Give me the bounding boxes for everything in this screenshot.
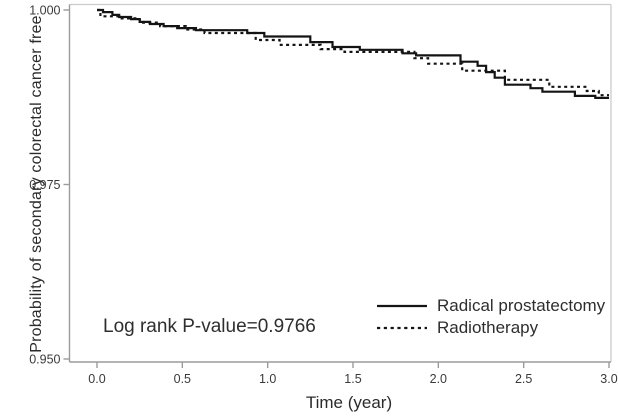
x-tick-label: 2.5 [515,372,532,386]
solid-line-swatch [377,304,427,308]
logrank-pvalue-annotation: Log rank P-value=0.9766 [103,316,316,337]
survival-curve-radical-prostatectomy [97,8,609,99]
x-tick-label: 0.0 [88,372,105,386]
y-tick-label: 0.975 [29,178,60,192]
dotted-line-swatch [377,326,427,330]
legend: Radical prostatectomy Radiotherapy [376,295,605,339]
y-tick-label: 0.950 [29,353,60,367]
x-tick-label: 3.0 [600,372,617,386]
legend-label: Radiotherapy [437,318,539,337]
legend-item-radiotherapy: Radiotherapy [376,317,605,339]
legend-item-radical-prostatectomy: Radical prostatectomy [376,295,605,317]
x-tick-label: 1.0 [259,372,276,386]
y-axis-title: Probability of secondary colorectal canc… [28,15,45,353]
x-tick-label: 0.5 [174,372,191,386]
survival-curve-radiotherapy [97,8,609,97]
y-tick-label: 1.000 [29,4,60,18]
x-tick-label: 1.5 [344,372,361,386]
x-axis-title: Time (year) [305,393,393,412]
legend-label: Radical prostatectomy [437,296,606,315]
x-tick-label: 2.0 [430,372,447,386]
